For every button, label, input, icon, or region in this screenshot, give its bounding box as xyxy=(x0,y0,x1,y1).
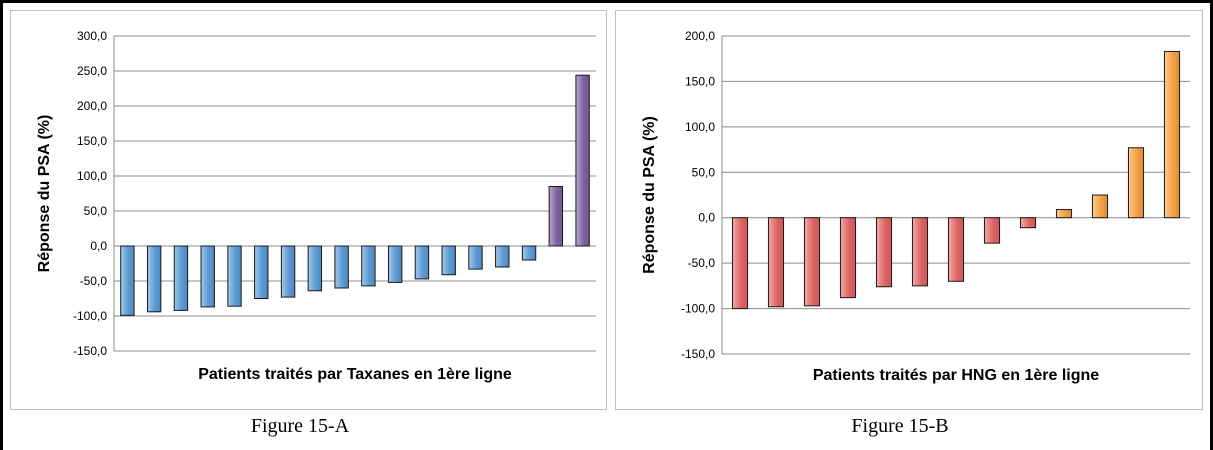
y-tick-label: 150,0 xyxy=(77,134,107,148)
y-tick-label: 50,0 xyxy=(692,165,716,179)
y-tick-label: -50,0 xyxy=(80,274,108,288)
bar xyxy=(767,217,785,308)
y-tick-label: 50,0 xyxy=(84,204,108,218)
chart-panel-taxanes: 300,0 250,0 200,0 150,0 100,0 50,0 0,0 -50,0 -10… xyxy=(10,10,607,410)
bar xyxy=(254,245,269,299)
y-tick-label: 200,0 xyxy=(685,29,715,43)
y-tick-label: 0,0 xyxy=(90,239,107,253)
frame-top-border xyxy=(0,0,1213,3)
bar xyxy=(334,245,349,289)
bar xyxy=(120,245,135,316)
bar xyxy=(146,245,162,313)
bar xyxy=(227,245,242,307)
frame-left-border xyxy=(0,0,3,450)
x-axis-title: Patients traités par HNG en 1ère ligne xyxy=(813,367,1099,384)
bar xyxy=(575,74,590,247)
figure-caption-a: Figure 15-A xyxy=(250,415,350,437)
y-tick-label: -50,0 xyxy=(688,256,716,270)
bar xyxy=(983,217,1001,244)
frame-right-border xyxy=(1210,0,1213,450)
bar xyxy=(468,245,483,270)
bar xyxy=(1019,217,1037,229)
bar xyxy=(1055,209,1073,219)
bar xyxy=(441,245,456,276)
y-tick-label: -100,0 xyxy=(681,302,715,316)
bar xyxy=(173,245,189,311)
y-axis-title: Réponse du PSA (%) xyxy=(36,115,53,273)
y-axis-title: Réponse du PSA (%) xyxy=(641,116,658,274)
bar xyxy=(1091,194,1109,219)
y-tick-label: -150,0 xyxy=(73,344,107,358)
bar xyxy=(875,217,893,288)
bar xyxy=(307,245,323,292)
bar xyxy=(731,217,749,310)
y-tick-label: 100,0 xyxy=(685,120,715,134)
chart-taxanes-svg: 300,0 250,0 200,0 150,0 100,0 50,0 0,0 -50,0 -10… xyxy=(36,29,596,383)
bar xyxy=(200,245,215,308)
y-tick-label: -100,0 xyxy=(73,309,107,323)
bar xyxy=(361,245,376,287)
bar xyxy=(1163,50,1181,219)
bar xyxy=(387,245,403,283)
y-tick-label: 250,0 xyxy=(77,64,107,78)
bar xyxy=(521,245,537,261)
chart-panel-hng: 200,0 150,0 100,0 50,0 0,0 -50,0 -100,0 -150,0 P… xyxy=(615,10,1203,410)
y-tick-label: 0,0 xyxy=(698,211,715,225)
y-tick-label: 100,0 xyxy=(77,169,107,183)
x-axis-title: Patients traités par Taxanes en 1ère lig… xyxy=(198,366,512,383)
y-tick-label: 200,0 xyxy=(77,99,107,113)
bar xyxy=(803,217,821,307)
bar xyxy=(1127,147,1145,219)
figure-caption-b: Figure 15-B xyxy=(851,415,949,437)
bar xyxy=(911,217,929,287)
chart-hng-svg: 200,0 150,0 100,0 50,0 0,0 -50,0 -100,0 -150,0 P… xyxy=(641,29,1190,384)
bar xyxy=(947,217,965,282)
y-tick-label: 150,0 xyxy=(685,74,715,88)
bar xyxy=(414,245,430,280)
bar xyxy=(280,245,296,298)
y-tick-label: 300,0 xyxy=(77,29,107,43)
bar xyxy=(495,245,510,268)
bar xyxy=(839,217,857,299)
y-tick-label: -150,0 xyxy=(681,347,715,361)
bar xyxy=(548,186,564,247)
